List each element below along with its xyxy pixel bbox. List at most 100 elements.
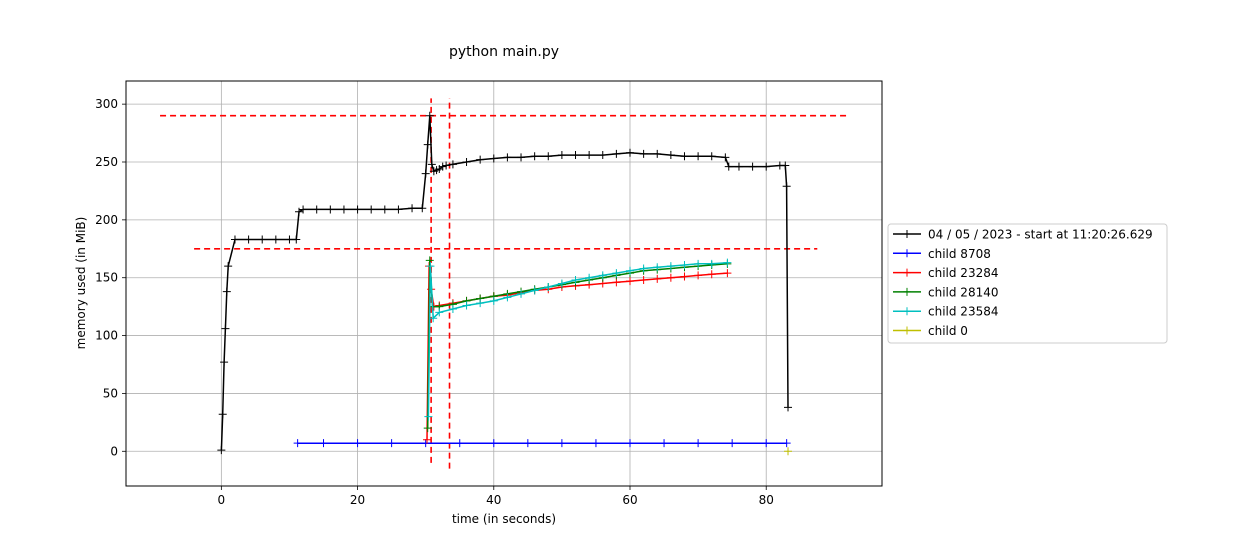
legend: 04 / 05 / 2023 - start at 11:20:26.629 ch…: [887, 223, 1168, 344]
x-tick-label: 80: [759, 493, 774, 507]
data-point: [585, 273, 594, 282]
data-point: [438, 162, 447, 171]
data-point: [218, 410, 227, 419]
legend-marker: [903, 287, 911, 296]
data-point: [639, 276, 648, 285]
data-point: [557, 439, 566, 448]
data-point: [653, 149, 662, 158]
data-point: [612, 278, 621, 287]
data-point: [421, 439, 430, 448]
data-point: [230, 235, 239, 244]
x-tick-label: 60: [622, 493, 637, 507]
data-point: [707, 259, 716, 268]
data-point: [680, 260, 689, 269]
data-point: [653, 263, 662, 272]
data-point: [455, 439, 464, 448]
data-point: [612, 269, 621, 278]
data-point: [427, 160, 436, 169]
data-point: [222, 287, 231, 296]
data-point: [294, 207, 303, 216]
data-point: [271, 235, 280, 244]
data-point: [557, 279, 566, 288]
data-point: [462, 301, 471, 310]
y-tick-label: 100: [95, 329, 118, 343]
data-point: [299, 205, 308, 214]
legend-label: child 28140: [928, 285, 998, 299]
data-point: [220, 358, 229, 367]
data-point: [394, 205, 403, 214]
data-point: [423, 435, 432, 444]
y-tick-label: 50: [103, 386, 118, 400]
data-point: [423, 140, 432, 149]
data-point: [734, 162, 743, 171]
data-point: [221, 324, 230, 333]
plot-area: 0 20 40 60 80 0 50 100 150 200 250 300: [95, 80, 883, 507]
data-point: [694, 259, 703, 268]
data-point: [653, 274, 662, 283]
data-point: [626, 439, 634, 448]
y-axis-ticks: 0 50 100 150 200 250 300: [95, 97, 126, 458]
data-point: [723, 258, 732, 267]
grid: [126, 81, 882, 486]
data-point: [694, 439, 703, 448]
data-point: [680, 272, 689, 281]
legend-label: 04 / 05 / 2023 - start at 11:20:26.629: [928, 228, 1153, 242]
data-point: [782, 439, 791, 448]
data-point: [435, 308, 444, 317]
data-point: [598, 271, 607, 280]
data-point: [728, 439, 737, 448]
data-point: [489, 154, 498, 163]
data-point: [489, 296, 498, 305]
data-point: [448, 160, 457, 169]
data-point: [442, 161, 451, 170]
series-group: [217, 111, 793, 456]
data-point: [612, 149, 621, 158]
legend-label: child 23284: [928, 266, 998, 280]
data-point: [639, 264, 648, 273]
legend-marker: [903, 307, 911, 316]
data-point: [462, 158, 471, 166]
data-point: [476, 155, 485, 164]
data-point: [784, 403, 793, 412]
data-point: [680, 152, 689, 161]
y-tick-label: 300: [95, 97, 118, 111]
data-point: [544, 152, 553, 161]
data-point: [426, 262, 435, 271]
data-point: [258, 235, 267, 244]
data-point: [292, 235, 301, 244]
data-point: [319, 439, 328, 448]
data-point: [353, 439, 362, 448]
data-point: [421, 169, 430, 178]
data-point: [418, 204, 427, 213]
legend-marker: [903, 249, 911, 258]
data-point: [429, 314, 438, 323]
x-tick-label: 20: [350, 493, 365, 507]
data-point: [694, 271, 703, 280]
data-point: [353, 205, 362, 214]
data-point: [707, 270, 716, 279]
data-point: [425, 111, 434, 120]
data-point: [503, 293, 512, 302]
series-4: [424, 258, 732, 421]
y-tick-label: 0: [110, 444, 118, 458]
data-point: [724, 162, 733, 171]
series-1: [293, 439, 791, 448]
data-point: [598, 151, 607, 160]
x-axis-label: time (in seconds): [452, 512, 556, 526]
series-0: [217, 111, 793, 455]
data-point: [694, 152, 703, 161]
chart-title: python main.py: [449, 44, 559, 60]
data-point: [557, 151, 566, 160]
y-tick-label: 250: [95, 155, 118, 169]
x-axis-ticks: 0 20 40 60 80: [218, 486, 774, 507]
data-point: [571, 276, 580, 285]
data-point: [707, 152, 716, 161]
legend-marker: [903, 268, 911, 277]
y-tick-label: 150: [95, 271, 118, 285]
data-point: [476, 299, 485, 308]
data-point: [626, 266, 634, 275]
data-point: [530, 152, 539, 161]
data-point: [781, 161, 790, 170]
data-point: [312, 205, 321, 214]
data-point: [784, 447, 793, 456]
